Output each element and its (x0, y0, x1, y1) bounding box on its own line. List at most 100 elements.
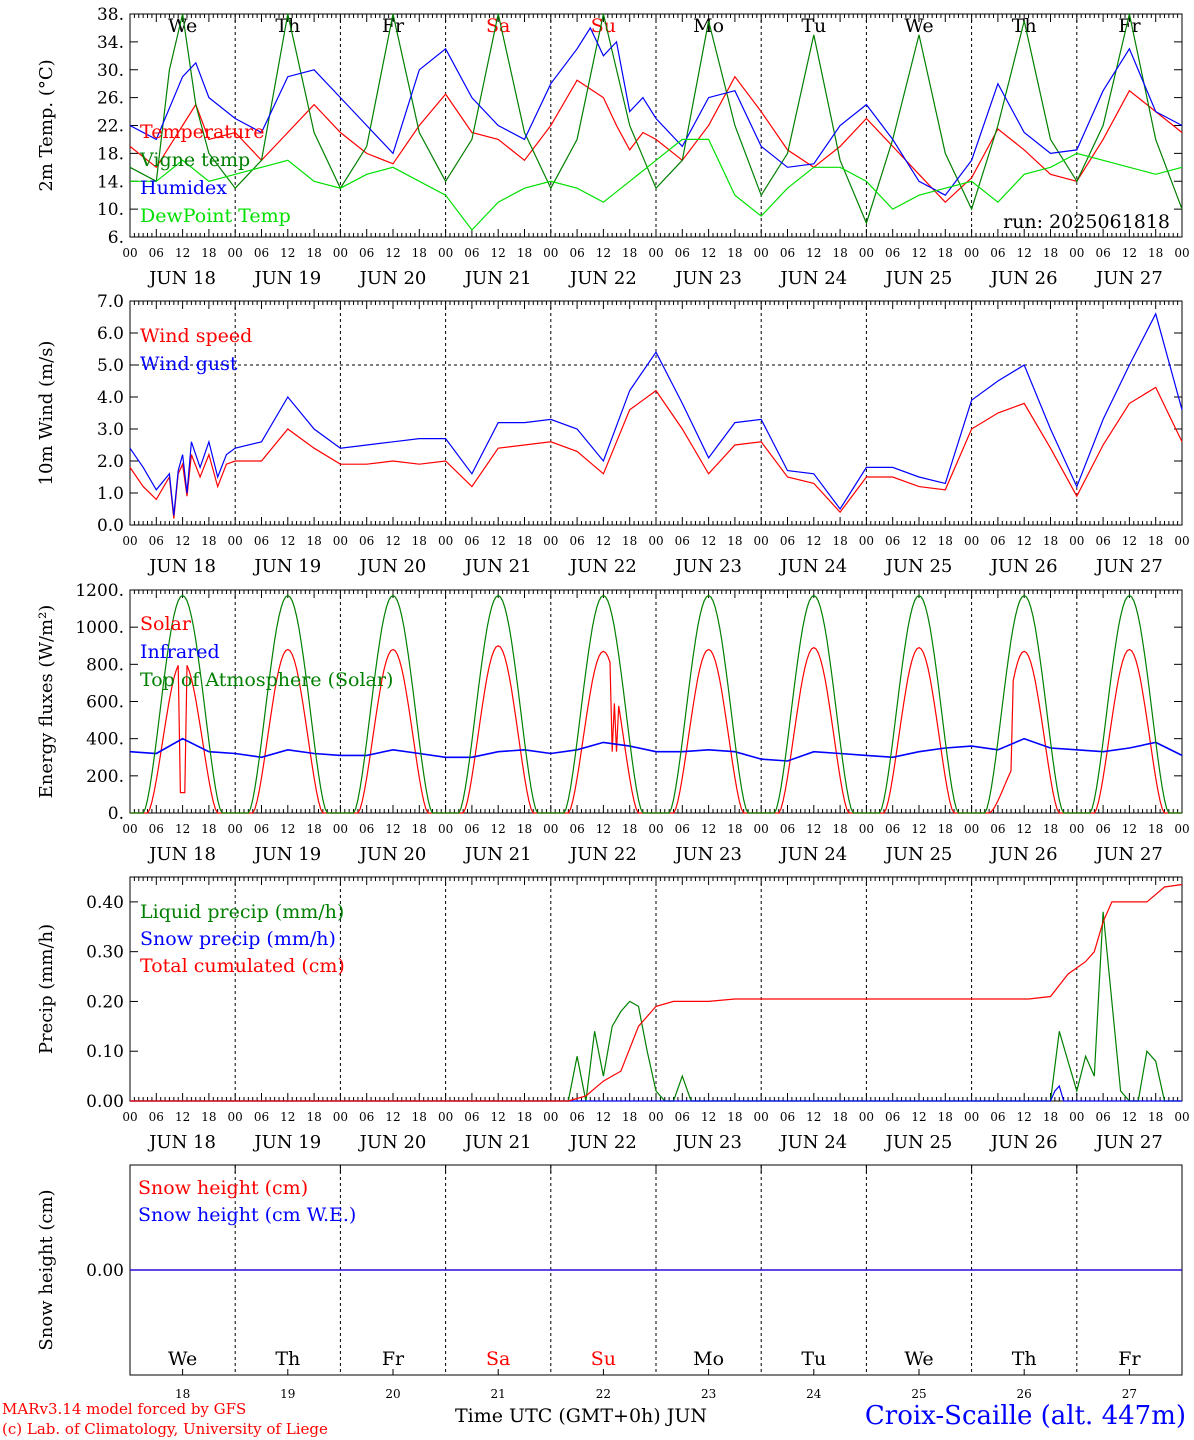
y-tick-label: 26. (97, 89, 124, 109)
hour-tick-label: 06 (254, 534, 269, 548)
hour-tick-label: 00 (333, 822, 348, 836)
legend-liquid-precip-mm-h-: Liquid precip (mm/h) (140, 901, 344, 923)
date-label: JUN 24 (778, 268, 847, 289)
hour-tick-label: 06 (675, 1110, 690, 1124)
hour-tick-label: 18 (938, 534, 953, 548)
date-label: JUN 27 (1094, 844, 1163, 865)
hour-tick-label: 06 (1095, 822, 1110, 836)
panel-snow: 18 19 20 21 22 23 24 25 26 27 0.00 Snow height (cm)… (36, 1164, 1183, 1401)
legend-snow-height-cm-w-e-: Snow height (cm W.E.) (138, 1204, 356, 1226)
series-line-wind-speed (129, 386, 1183, 519)
hour-tick-label: 00 (1069, 534, 1084, 548)
x-axis-title-text: Time UTC (GMT+0h) (455, 1405, 661, 1427)
hour-tick-label: 12 (806, 246, 821, 260)
hour-tick-label: 12 (806, 822, 821, 836)
hour-tick-label: 06 (359, 246, 374, 260)
hour-tick-label: 00 (438, 534, 453, 548)
date-label: JUN 26 (989, 268, 1058, 289)
y-tick-label: 1200. (75, 581, 124, 601)
hour-tick-label: 00 (1174, 822, 1189, 836)
hour-tick-label: 00 (648, 822, 663, 836)
weekday-label: Fr (382, 1348, 405, 1370)
hour-tick-label: 12 (280, 822, 295, 836)
weekday-label: Fr (1118, 15, 1141, 37)
hour-tick-label: 00 (964, 822, 979, 836)
hour-tick-label: 18 (727, 822, 742, 836)
panel-temp: 00 06 12 18 00 06 12 18 00 06 12 18 00 06 12 18 00 06 12 18… (36, 5, 1190, 289)
hour-tick-label: 18 (832, 1110, 847, 1124)
weekday-label: Mo (693, 1348, 724, 1370)
hour-tick-label: 12 (491, 822, 506, 836)
hour-tick-label: 06 (569, 1110, 584, 1124)
x-axis-title-month: JUN (666, 1405, 708, 1427)
y-tick-label: 600. (86, 693, 124, 713)
hour-tick-label: 18 (517, 1110, 532, 1124)
hour-tick-label: 18 (622, 534, 637, 548)
hour-tick-label: 00 (1174, 1110, 1189, 1124)
weekday-label: Fr (1118, 1348, 1141, 1370)
date-label: JUN 21 (463, 844, 532, 865)
series-line-total-cumulated-cm- (130, 883, 1183, 1102)
hour-tick-label: 12 (385, 822, 400, 836)
weekday-label: Fr (382, 15, 405, 37)
weekday-label: Sa (486, 1348, 510, 1370)
weekday-label: We (168, 1348, 197, 1370)
hour-tick-label: 00 (543, 534, 558, 548)
series-line-humidex (129, 26, 1183, 196)
panel-precip: 00 06 12 18 00 06 12 18 00 06 12 18 00 06 12 18 00 06 12 18… (36, 876, 1190, 1153)
hour-tick-label: 18 (517, 534, 532, 548)
hour-tick-label: 06 (885, 534, 900, 548)
hour-tick-label: 00 (859, 822, 874, 836)
hour-tick-label: 06 (780, 822, 795, 836)
hour-tick-label: 12 (280, 246, 295, 260)
hour-tick-label: 00 (859, 534, 874, 548)
hour-tick-label: 18 (412, 534, 427, 548)
hour-tick-label: 00 (122, 822, 137, 836)
hour-tick-label: 12 (175, 1110, 190, 1124)
day-number-label: 22 (596, 1387, 611, 1401)
hour-tick-label: 06 (149, 822, 164, 836)
hour-tick-label: 12 (596, 822, 611, 836)
date-label: JUN 19 (252, 1132, 321, 1153)
hour-tick-label: 18 (306, 822, 321, 836)
hour-tick-label: 00 (438, 1110, 453, 1124)
hour-tick-label: 00 (543, 1110, 558, 1124)
date-label: JUN 22 (568, 268, 637, 289)
hour-tick-label: 00 (964, 1110, 979, 1124)
weekday-label: Sa (486, 15, 510, 37)
hour-tick-label: 06 (464, 534, 479, 548)
panel-frame (129, 589, 1183, 814)
hour-tick-label: 18 (622, 1110, 637, 1124)
hour-tick-label: 12 (701, 822, 716, 836)
legend-snow-height-cm-: Snow height (cm) (138, 1177, 308, 1199)
hour-tick-label: 18 (727, 246, 742, 260)
date-label: JUN 22 (568, 556, 637, 577)
y-tick-label: 6. (108, 228, 124, 248)
hour-tick-label: 12 (175, 246, 190, 260)
x-axis-title: Time UTC (GMT+0h) JUN (455, 1405, 707, 1427)
panel-energy: 00 06 12 18 00 06 12 18 00 06 12 18 00 06 12 18 00 06 12 18… (36, 581, 1190, 865)
hour-tick-label: 12 (1122, 246, 1137, 260)
day-number-label: 18 (175, 1387, 190, 1401)
legend-wind-speed: Wind speed (140, 325, 252, 347)
hour-tick-label: 18 (201, 1110, 216, 1124)
date-label: JUN 25 (884, 1132, 953, 1153)
weekday-label: We (904, 1348, 933, 1370)
hour-tick-label: 18 (306, 246, 321, 260)
day-number-label: 20 (385, 1387, 400, 1401)
legend-snow-precip-mm-h-: Snow precip (mm/h) (140, 928, 336, 950)
y-axis-label: Energy fluxes (W/m²) (36, 605, 57, 799)
hour-tick-label: 18 (306, 1110, 321, 1124)
y-axis-label: 10m Wind (m/s) (36, 341, 57, 486)
date-label: JUN 23 (673, 844, 742, 865)
hour-tick-label: 12 (911, 246, 926, 260)
hour-tick-label: 06 (359, 1110, 374, 1124)
series-line-dewpoint-temp (130, 138, 1183, 231)
hour-tick-label: 00 (648, 1110, 663, 1124)
y-tick-label: 1.0 (97, 484, 124, 504)
hour-tick-label: 12 (491, 246, 506, 260)
hour-tick-label: 18 (201, 822, 216, 836)
hour-tick-label: 18 (938, 246, 953, 260)
hour-tick-label: 18 (727, 534, 742, 548)
